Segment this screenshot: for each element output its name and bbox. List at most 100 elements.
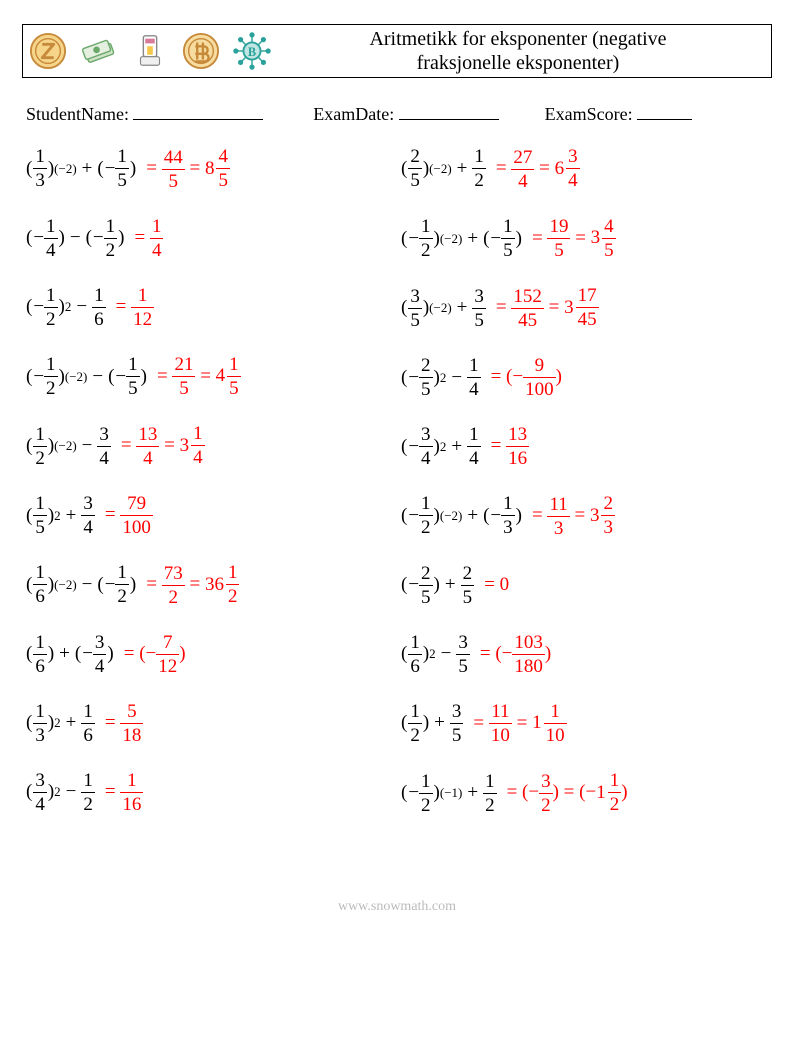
fraction: 134 [136,425,159,468]
fraction: 16 [33,563,47,606]
student-line [133,102,263,120]
answer: = 79100 [105,494,153,537]
equation: (−25)2−14= (−9100) [401,356,772,399]
fraction: 25 [419,564,433,607]
svg-text:B: B [248,45,256,59]
fraction: 25 [419,356,433,399]
equation: (15)2+34= 79100 [26,494,397,537]
fraction: 14 [467,356,481,399]
fraction: 274 [511,148,534,191]
fraction: 12 [33,425,47,468]
fraction: 195 [547,217,570,260]
fraction: 15 [227,355,241,398]
fraction: 712 [156,633,179,676]
answer: = (−712) [124,633,186,676]
fraction: 35 [472,287,486,330]
fraction: 35 [450,702,464,745]
equation: (−14)−(−12)= 14 [26,217,397,260]
fraction: 445 [162,148,185,191]
fraction: 14 [467,425,481,468]
fraction: 732 [162,564,185,607]
fraction: 14 [191,424,205,467]
date-label: ExamDate: [313,104,394,124]
fraction: 112 [131,286,154,329]
header-icons: B [29,32,271,70]
equation: (25)(−2)+12= 274 = 634 [401,147,772,191]
fraction: 16 [408,633,422,676]
fraction: 45 [216,147,230,190]
equation: (12)+35= 1110 = 1110 [401,702,772,746]
score-line [637,102,692,120]
fraction: 13 [33,702,47,745]
fraction: 1110 [489,702,512,745]
fraction: 116 [120,771,143,814]
fraction: 25 [461,564,475,607]
fraction: 15 [501,217,515,260]
answer: = 195 = 345 [532,217,616,261]
equation: (16)(−2)−(−12)= 732 = 3612 [26,563,397,607]
title-line2: fraksjonelle eksponenter) [417,52,620,74]
fraction: 215 [172,355,195,398]
answer: = 1316 [491,425,529,468]
fraction: 15 [115,147,129,190]
fraction: 12 [419,494,433,537]
equation: (12)(−2)−34= 134 = 314 [26,424,397,468]
equation: (34)2−12= 116 [26,771,397,814]
crypto-node-icon: B [233,32,271,70]
fraction: 12 [104,217,118,260]
answer: = (−103180) [480,633,551,676]
equation: (−12)(−2)+(−13)= 113 = 323 [401,494,772,538]
fraction: 12 [419,217,433,260]
fraction: 113 [547,495,569,538]
answer: = 112 [116,286,154,329]
fraction: 12 [408,702,422,745]
fraction: 14 [44,217,58,260]
fraction: 32 [539,772,553,815]
equation: (16)+(−34)= (−712) [26,633,397,676]
fraction: 25 [408,147,422,190]
fraction: 23 [601,494,615,537]
fraction: 15245 [511,287,544,330]
fraction: 12 [115,563,129,606]
answer: = 116 [105,771,143,814]
fraction: 34 [97,425,111,468]
answer: = 732 = 3612 [146,563,239,607]
fraction: 15 [126,355,140,398]
equation: (−34)2+14= 1316 [401,425,772,468]
fraction: 79100 [120,494,153,537]
bitcoin-coin-icon [182,32,220,70]
fraction: 16 [33,633,47,676]
fraction: 12 [44,286,58,329]
answer: = 215 = 415 [157,355,241,399]
answer: = 134 = 314 [121,424,205,468]
page-title: Aritmetikk for eksponenter (negative fra… [271,27,765,76]
problems-container: (13)(−2)+(−15)= 445 = 845(−14)−(−12)= 14… [22,147,772,815]
fraction: 13 [501,494,515,537]
fraction: 34 [33,771,47,814]
fraction: 15 [33,494,47,537]
answer: = 1110 = 1110 [473,702,566,746]
equation: (−12)(−2)+(−15)= 195 = 345 [401,217,772,261]
fraction: 12 [44,355,58,398]
fraction: 12 [419,772,433,815]
answer: = 14 [134,217,163,260]
problems-column-right: (25)(−2)+12= 274 = 634 (−12)(−2)+(−15)= 1… [397,147,772,815]
equation: (−12)2−16= 112 [26,286,397,329]
fraction: 518 [120,702,143,745]
fraction: 34 [93,633,107,676]
fraction: 35 [408,287,422,330]
fraction: 12 [608,771,622,814]
fraction: 12 [226,563,240,606]
answer: = (−9100) [491,356,562,399]
fraction: 103180 [512,633,545,676]
answer: = 113 = 323 [532,494,615,538]
answer: = 518 [105,702,143,745]
fraction: 12 [81,771,95,814]
equation: (−12)(−1)+12= (−32) = (−112) [401,771,772,815]
cash-stack-icon [80,32,118,70]
answer: = 274 = 634 [496,147,580,191]
fraction: 34 [419,425,433,468]
score-label: ExamScore: [545,104,633,124]
equation: (−25)+25= 0 [401,564,772,607]
date-line [399,102,499,120]
